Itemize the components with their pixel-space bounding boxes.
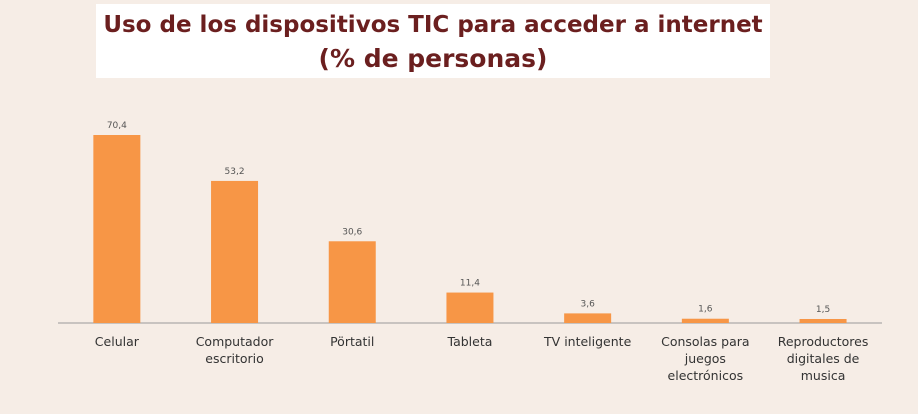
category-label: Celular: [95, 334, 140, 349]
data-label: 1,5: [816, 305, 830, 315]
bar: [93, 135, 141, 323]
category-label-line: Tableta: [447, 334, 493, 349]
category-label-line: Celular: [95, 334, 140, 349]
data-label: 3,6: [580, 299, 595, 309]
category-label-line: Reproductores: [778, 334, 869, 349]
bar: [799, 318, 847, 323]
data-label: 1,6: [698, 305, 713, 315]
category-label-line: Computador: [196, 334, 275, 349]
bar: [681, 318, 729, 323]
category-label: Tableta: [447, 334, 493, 349]
category-label: Pörtatil: [330, 334, 374, 349]
category-label-line: juegos: [684, 351, 726, 366]
category-label-line: digitales de: [787, 351, 860, 366]
category-label: Computador escritorio: [196, 334, 275, 366]
category-label-line: Consolas para: [661, 334, 749, 349]
chart-subtitle: (% de personas): [318, 44, 548, 73]
category-label-line: electrónicos: [668, 368, 744, 383]
category-label: TV inteligente: [543, 334, 632, 349]
bar: [446, 292, 494, 323]
bar: [211, 180, 259, 323]
category-label-line: escritorio: [205, 351, 264, 366]
category-label-line: TV inteligente: [543, 334, 632, 349]
chart-title-box: Uso de los dispositivos TIC para acceder…: [96, 4, 770, 78]
bar: [328, 241, 376, 323]
category-label: Consolas para juegos electrónicos: [661, 334, 749, 383]
category-label-line: Pörtatil: [330, 334, 374, 349]
data-label: 53,2: [225, 167, 245, 177]
data-label: 30,6: [342, 227, 362, 237]
bar: [564, 313, 612, 323]
data-label: 70,4: [107, 121, 127, 131]
category-label-line: musica: [801, 368, 846, 383]
category-label: Reproductores digitales de musica: [778, 334, 869, 383]
data-label: 11,4: [460, 279, 480, 289]
chart-title: Uso de los dispositivos TIC para acceder…: [103, 12, 763, 38]
